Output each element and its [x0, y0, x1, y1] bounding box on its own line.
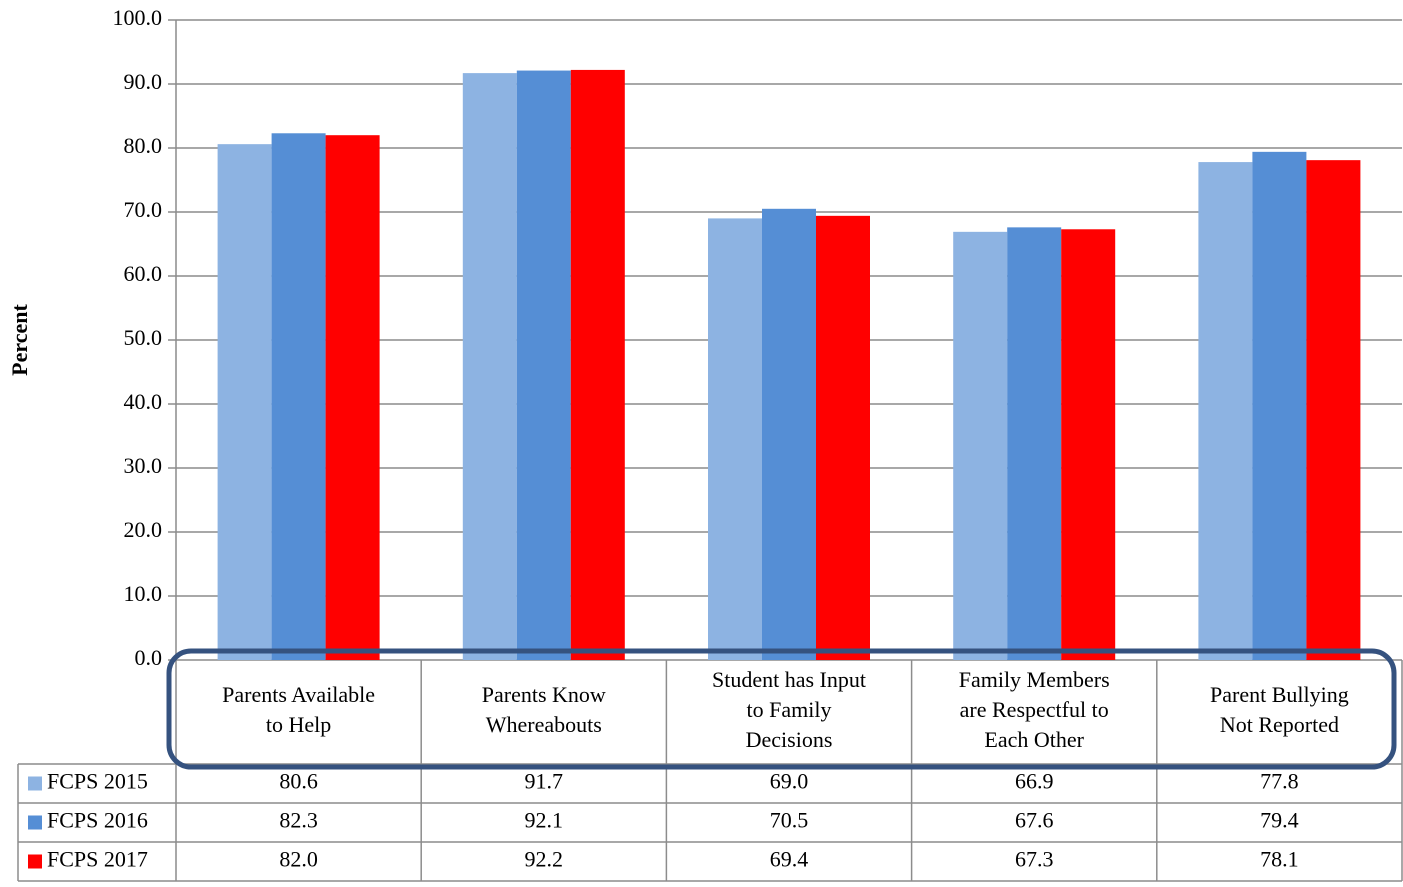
category-label: Student has Input to Family Decisions — [712, 667, 866, 752]
bar — [1306, 160, 1361, 660]
category-label-line: Parent Bullying — [1210, 682, 1349, 707]
y-tick-label: 50.0 — [124, 325, 163, 350]
bar — [516, 70, 571, 660]
category-label-line: are Respectful to — [960, 697, 1109, 722]
category-label: Parents Available to Help — [222, 682, 375, 737]
legend-swatch — [28, 854, 42, 869]
y-tick-label: 60.0 — [124, 261, 163, 286]
y-tick-label: 0.0 — [135, 645, 163, 670]
table-value: 69.4 — [770, 847, 809, 872]
bar — [762, 208, 816, 661]
table-value: 66.9 — [1015, 769, 1054, 794]
table-value: 82.0 — [279, 847, 318, 872]
bar — [570, 69, 625, 661]
bar — [816, 215, 870, 660]
category-label: Parent Bullying Not Reported — [1210, 682, 1349, 737]
y-tick-label: 70.0 — [124, 197, 163, 222]
legend-label: FCPS 2016 — [47, 808, 148, 833]
category-label: Family Members are Respectful to Each Othe… — [959, 667, 1110, 752]
bar — [217, 144, 272, 660]
table-value: 67.3 — [1015, 847, 1054, 872]
table-value: 69.0 — [770, 769, 809, 794]
highlight-box — [166, 648, 1397, 770]
y-tick-label: 80.0 — [124, 133, 163, 158]
y-tick-label: 30.0 — [124, 453, 163, 478]
table-value: 70.5 — [770, 808, 809, 833]
table-value: 92.1 — [525, 808, 564, 833]
category-label-line: Parents Know — [482, 682, 606, 707]
legend-swatch — [28, 776, 42, 791]
bar — [1007, 227, 1062, 661]
category-label-line: Decisions — [746, 727, 833, 752]
table-value: 80.6 — [279, 769, 318, 794]
category-label-line: Parents Available — [222, 682, 375, 707]
category-label: Parents Know Whereabouts — [482, 682, 606, 737]
legend-label: FCPS 2015 — [47, 769, 148, 794]
category-label-line: Not Reported — [1220, 712, 1339, 737]
legend-swatch — [28, 815, 42, 830]
category-label-line: Whereabouts — [486, 712, 602, 737]
table-value: 92.2 — [525, 847, 564, 872]
table-value: 91.7 — [525, 769, 564, 794]
bar — [325, 135, 380, 660]
bar — [462, 73, 517, 661]
y-tick-label: 90.0 — [124, 69, 163, 94]
table-value: 77.8 — [1260, 769, 1299, 794]
category-label-line: to Family — [747, 697, 832, 722]
table-value: 79.4 — [1260, 808, 1299, 833]
bar — [1198, 162, 1253, 660]
y-tick-label: 20.0 — [124, 517, 163, 542]
bar — [953, 231, 1008, 660]
bar — [1252, 151, 1307, 660]
y-tick-label: 10.0 — [124, 581, 163, 606]
y-tick-label: 100.0 — [113, 5, 163, 30]
bar — [1061, 229, 1116, 660]
y-tick-label: 40.0 — [124, 389, 163, 414]
category-label-line: Each Other — [984, 727, 1084, 752]
bar — [708, 218, 762, 660]
category-label-line: Student has Input — [712, 667, 866, 692]
category-label-line: Family Members — [959, 667, 1110, 692]
table-value: 82.3 — [279, 808, 318, 833]
table-value: 67.6 — [1015, 808, 1054, 833]
table-value: 78.1 — [1260, 847, 1299, 872]
category-label-line: to Help — [266, 712, 331, 737]
y-axis-label: Percent — [7, 304, 32, 376]
legend-label: FCPS 2017 — [47, 847, 148, 872]
bar — [271, 133, 326, 660]
